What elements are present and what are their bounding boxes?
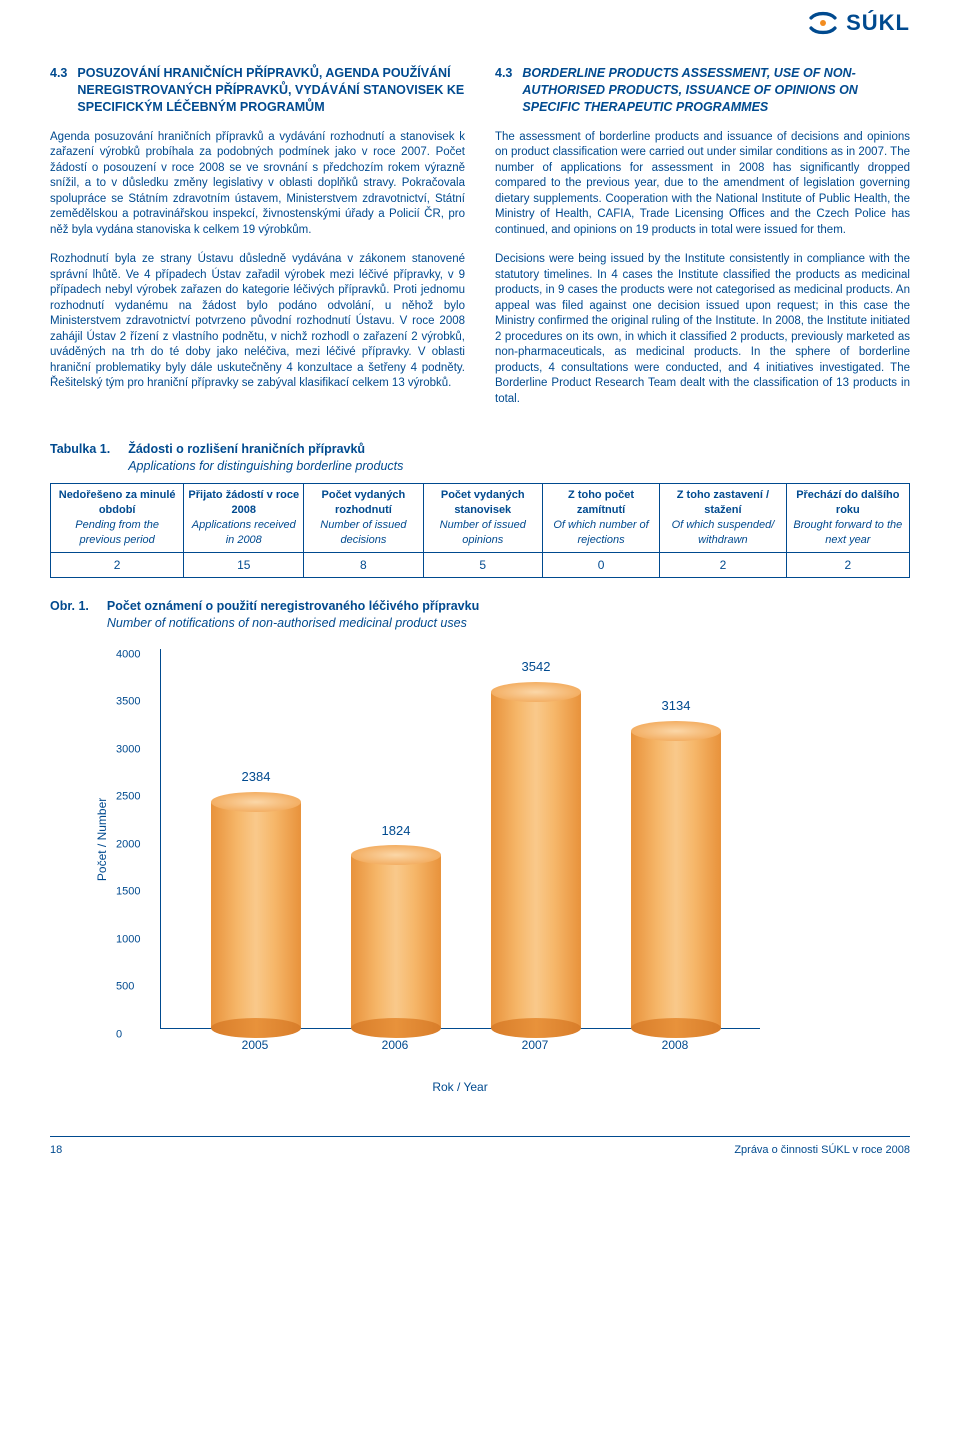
chart-plot: 0500100015002000250030003500400023841824… — [160, 649, 760, 1029]
table-header: Přijato žádostí v roce 2008Applications … — [184, 484, 304, 552]
chart-container: Počet / Number 0 500 1000 1500 2000 2500 3000 3… — [50, 649, 910, 1095]
y-tick: 1500 — [116, 885, 140, 900]
table1-title-cz: Žádosti o rozlišení hraničních přípravků — [128, 441, 403, 458]
bar: 2384 — [211, 768, 301, 1028]
table-header: Přechází do dalšího rokuBrought forward … — [786, 484, 909, 552]
y-tick: 3500 — [116, 695, 140, 710]
table-header: Z toho počet zamítnutíOf which number of… — [542, 484, 659, 552]
x-tick: 2007 — [490, 1037, 580, 1053]
y-tick: 0 — [116, 1027, 122, 1042]
y-tick: 2500 — [116, 790, 140, 805]
table1: Nedořešeno za minulé obdobíPending from … — [50, 483, 910, 578]
left-para-1: Agenda posuzování hraničních přípravků a… — [50, 130, 465, 239]
right-heading: 4.3 BORDERLINE PRODUCTS ASSESSMENT, USE … — [495, 65, 910, 116]
bar-value: 3542 — [491, 658, 581, 676]
logo-mark — [806, 9, 840, 37]
page-number: 18 — [50, 1143, 62, 1158]
y-tick: 3000 — [116, 742, 140, 757]
table-cell: 5 — [423, 552, 542, 577]
heading-number-en: 4.3 — [495, 65, 512, 116]
table-cell: 2 — [51, 552, 184, 577]
table-header: Z toho zastavení / staženíOf which suspe… — [660, 484, 787, 552]
right-para-1: The assessment of borderline products an… — [495, 130, 910, 239]
figure1-label: Obr. 1. — [50, 598, 89, 615]
figure1-title: Obr. 1. Počet oznámení o použití neregis… — [50, 598, 910, 632]
left-para-2: Rozhodnutí byla ze strany Ústavu důsledn… — [50, 252, 465, 392]
bar: 3542 — [491, 658, 581, 1028]
logo-text: SÚKL — [846, 8, 910, 38]
left-heading: 4.3 POSUZOVÁNÍ HRANIČNÍCH PŘÍPRAVKŮ, AGE… — [50, 65, 465, 116]
y-axis-label: Počet / Number — [94, 797, 110, 880]
right-column: 4.3 BORDERLINE PRODUCTS ASSESSMENT, USE … — [495, 65, 910, 421]
table-cell: 8 — [304, 552, 423, 577]
y-tick: 2000 — [116, 837, 140, 852]
table-header: Nedořešeno za minulé obdobíPending from … — [51, 484, 184, 552]
bar-value: 2384 — [211, 768, 301, 786]
heading-number: 4.3 — [50, 65, 67, 116]
table-header: Počet vydaných rozhodnutíNumber of issue… — [304, 484, 423, 552]
logo: SÚKL — [806, 8, 910, 38]
table-cell: 0 — [542, 552, 659, 577]
x-tick: 2005 — [210, 1037, 300, 1053]
bar-value: 1824 — [351, 822, 441, 840]
x-tick: 2008 — [630, 1037, 720, 1053]
bar: 3134 — [631, 697, 721, 1028]
table-header: Počet vydaných stanovisekNumber of issue… — [423, 484, 542, 552]
table1-title-en: Applications for distinguishing borderli… — [128, 458, 403, 475]
y-tick: 4000 — [116, 647, 140, 662]
footer-text: Zpráva o činnosti SÚKL v roce 2008 — [734, 1143, 910, 1158]
table-cell: 2 — [786, 552, 909, 577]
heading-text: POSUZOVÁNÍ HRANIČNÍCH PŘÍPRAVKŮ, AGENDA … — [77, 65, 465, 116]
figure1-title-en: Number of notifications of non-authorise… — [107, 615, 479, 632]
table1-label: Tabulka 1. — [50, 441, 110, 458]
bar: 1824 — [351, 822, 441, 1029]
footer: 18 Zpráva o činnosti SÚKL v roce 2008 — [50, 1136, 910, 1158]
table-cell: 2 — [660, 552, 787, 577]
table-cell: 15 — [184, 552, 304, 577]
y-tick: 500 — [116, 980, 134, 995]
x-axis-label: Rok / Year — [160, 1079, 760, 1095]
heading-text-en: BORDERLINE PRODUCTS ASSESSMENT, USE OF N… — [522, 65, 910, 116]
table1-title: Tabulka 1. Žádosti o rozlišení hraničníc… — [50, 441, 910, 475]
y-tick: 1000 — [116, 932, 140, 947]
x-tick: 2006 — [350, 1037, 440, 1053]
x-labels: 2005 2006 2007 2008 — [160, 1037, 760, 1057]
right-para-2: Decisions were being issued by the Insti… — [495, 252, 910, 407]
figure1-title-cz: Počet oznámení o použití neregistrovanéh… — [107, 598, 479, 615]
left-column: 4.3 POSUZOVÁNÍ HRANIČNÍCH PŘÍPRAVKŮ, AGE… — [50, 65, 465, 421]
bar-value: 3134 — [631, 697, 721, 715]
